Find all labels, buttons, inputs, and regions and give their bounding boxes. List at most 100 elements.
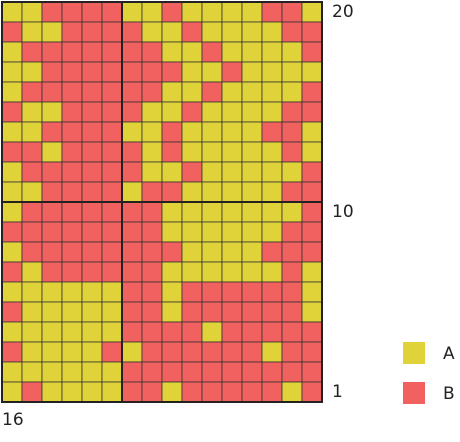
cell (221, 181, 243, 203)
cell (61, 261, 83, 283)
cell (261, 341, 283, 363)
cell (41, 361, 63, 383)
cell (301, 301, 323, 323)
cell (41, 1, 63, 23)
cell (21, 281, 43, 303)
cell (241, 81, 263, 103)
cell (41, 301, 63, 323)
cell (201, 61, 223, 83)
cell (81, 301, 103, 323)
cell (261, 201, 283, 223)
cell (1, 101, 23, 123)
cell (101, 261, 123, 283)
cell (41, 281, 63, 303)
cell (121, 121, 143, 143)
cell (201, 221, 223, 243)
cell (181, 41, 203, 63)
cell (261, 301, 283, 323)
cell (1, 281, 23, 303)
cell (21, 101, 43, 123)
cell (301, 361, 323, 383)
cell (241, 341, 263, 363)
cell (301, 41, 323, 63)
cell (221, 321, 243, 343)
row-number: 20 (332, 2, 354, 22)
cell (61, 161, 83, 183)
cell (41, 101, 63, 123)
grid-border (1, 1, 323, 403)
cell (201, 261, 223, 283)
cell (1, 181, 23, 203)
cell (161, 381, 183, 403)
cell (161, 221, 183, 243)
cell (41, 41, 63, 63)
cell (301, 61, 323, 83)
cell (61, 41, 83, 63)
cell (141, 341, 163, 363)
cell (281, 121, 303, 143)
cell (1, 261, 23, 283)
cell (141, 181, 163, 203)
cell (141, 41, 163, 63)
cell (101, 1, 123, 23)
cell (141, 381, 163, 403)
legend-label: A (443, 344, 455, 364)
cell (121, 81, 143, 103)
row-number: 10 (332, 202, 354, 222)
cell (161, 241, 183, 263)
cell (161, 321, 183, 343)
cell (101, 81, 123, 103)
cell (201, 181, 223, 203)
cell (1, 201, 23, 223)
cell (261, 361, 283, 383)
cell (281, 261, 303, 283)
cell (161, 181, 183, 203)
cell (201, 321, 223, 343)
cell (161, 341, 183, 363)
cell (41, 121, 63, 143)
cell (261, 81, 283, 103)
cell (141, 1, 163, 23)
cell (281, 21, 303, 43)
cell (301, 281, 323, 303)
cell (21, 81, 43, 103)
cell (121, 341, 143, 363)
cell (101, 181, 123, 203)
cell (221, 221, 243, 243)
cell (261, 261, 283, 283)
cell (81, 61, 103, 83)
cell (221, 61, 243, 83)
cell (61, 341, 83, 363)
cell (161, 141, 183, 163)
cell (41, 81, 63, 103)
legend-swatch (403, 382, 425, 404)
cell (141, 81, 163, 103)
cell (21, 61, 43, 83)
cell (121, 181, 143, 203)
cell (61, 381, 83, 403)
cell (101, 301, 123, 323)
cell (21, 41, 43, 63)
cell (281, 81, 303, 103)
cell (261, 101, 283, 123)
cell (81, 201, 103, 223)
cell (221, 101, 243, 123)
cell (61, 181, 83, 203)
cell (61, 121, 83, 143)
cell (181, 361, 203, 383)
cell (41, 21, 63, 43)
cell (221, 341, 243, 363)
cell (161, 81, 183, 103)
cell (101, 381, 123, 403)
cell (261, 221, 283, 243)
cell (121, 21, 143, 43)
cell (241, 61, 263, 83)
cell (121, 41, 143, 63)
cell (181, 161, 203, 183)
cell (81, 341, 103, 363)
cell (241, 221, 263, 243)
cell (181, 381, 203, 403)
cell (101, 341, 123, 363)
cell (221, 241, 243, 263)
cell (201, 381, 223, 403)
